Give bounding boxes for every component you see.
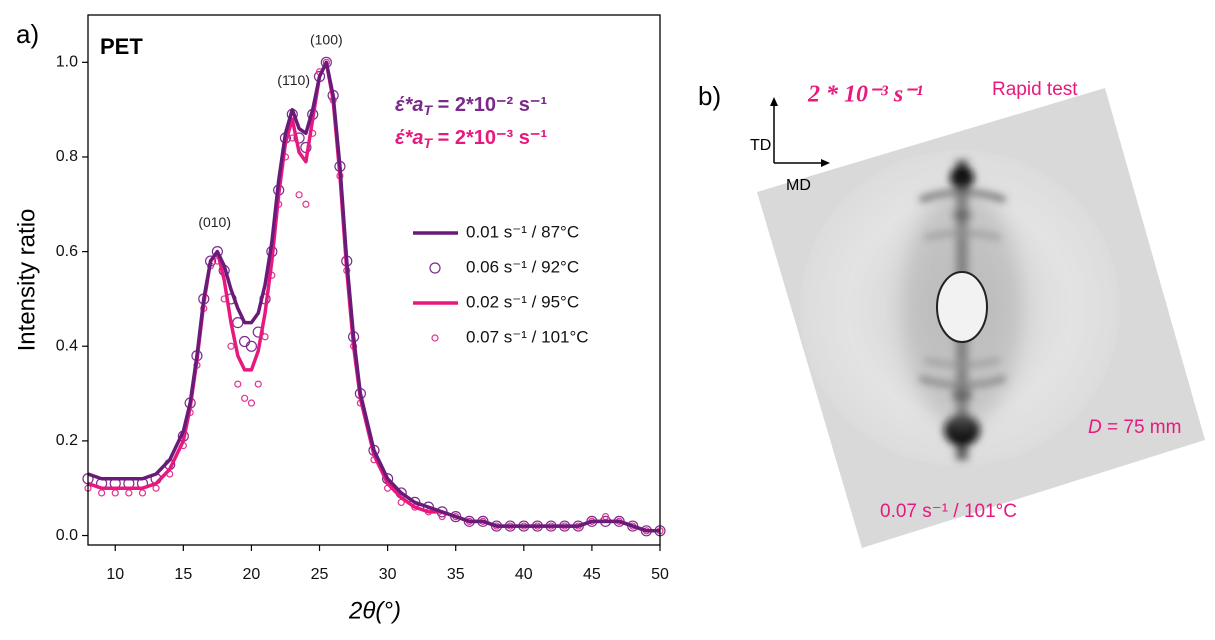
series-marker	[247, 399, 256, 407]
legend-label: 0.06 s⁻¹ / 92°C	[466, 257, 579, 276]
x-tick-label: 50	[651, 566, 669, 583]
condition-label: 0.07 s⁻¹ / 101°C	[880, 501, 1017, 522]
series-marker	[227, 342, 235, 350]
panel-label: a)	[16, 19, 39, 49]
peak-label: (100)	[310, 32, 343, 48]
y-tick-label: 1.0	[56, 54, 78, 71]
distance-label: D = 75 mm	[1088, 417, 1181, 438]
x-tick-label: 35	[447, 566, 465, 583]
legend-label: 0.02 s⁻¹ / 95°C	[466, 292, 579, 311]
x-axis-label: 2θ(°)	[348, 597, 401, 624]
annotation: έ*aT = 2*10⁻² s⁻¹	[395, 94, 547, 117]
x-tick-label: 10	[106, 566, 124, 583]
series-marker	[241, 394, 249, 402]
distance-value: = 75 mm	[1102, 417, 1182, 438]
y-tick-label: 0.0	[56, 527, 78, 544]
series-marker	[234, 380, 242, 388]
legend-label: 0.01 s⁻¹ / 87°C	[466, 222, 579, 241]
series-marker	[302, 200, 310, 208]
y-axis-label: Intensity ratio	[13, 209, 40, 352]
y-tick-label: 0.4	[56, 337, 78, 354]
series-marker	[138, 489, 147, 497]
annotation-part: T	[423, 135, 433, 151]
series-marker	[98, 489, 106, 497]
x-tick-label: 15	[174, 566, 192, 583]
x-tick-label: 30	[379, 566, 397, 583]
peak-label: (010)	[198, 214, 231, 230]
annotation: έ*aT = 2*10⁻³ s⁻¹	[395, 127, 547, 150]
legend-swatch	[429, 262, 441, 274]
series-marker	[125, 489, 133, 497]
y-tick-label: 0.8	[56, 148, 78, 165]
y-tick-label: 0.2	[56, 432, 78, 449]
direction-label: MD	[786, 177, 811, 194]
legend-label: 0.07 s⁻¹ / 101°C	[466, 327, 589, 346]
test-label: Rapid test	[992, 79, 1078, 100]
x-tick-label: 25	[311, 566, 329, 583]
x-tick-label: 45	[583, 566, 601, 583]
direction-label: TD	[750, 137, 771, 154]
panel-a: a) PET 2θ(°) Intensity ratio 0.0 0.2 0.4 0.…	[13, 14, 669, 624]
annotation-part: έ*a	[395, 94, 423, 116]
strain-rate: 2 * 10⁻³ s⁻¹	[807, 82, 923, 108]
annotation-part: T	[423, 102, 433, 118]
series-marker	[152, 484, 160, 492]
plot-area	[82, 56, 666, 537]
y-tick-label: 0.6	[56, 243, 78, 260]
annotation-part: = 2*10⁻³ s⁻¹	[432, 127, 547, 149]
panel-label: b)	[698, 81, 721, 111]
beam-stop	[936, 271, 988, 343]
legend-swatch	[431, 334, 439, 342]
x-tick-label: 20	[243, 566, 261, 583]
series-marker	[239, 335, 251, 348]
x-tick-label: 40	[515, 566, 533, 583]
arrow-head	[821, 159, 830, 167]
distance-symbol: D	[1088, 417, 1102, 438]
series-marker	[293, 132, 305, 144]
series-line	[87, 60, 660, 533]
series-marker	[254, 380, 262, 388]
arrow-head	[770, 97, 778, 106]
peak-label: (1̄10)	[277, 72, 310, 88]
series-marker	[111, 489, 119, 497]
annotation-part: = 2*10⁻² s⁻¹	[432, 94, 547, 116]
chart-title: PET	[100, 34, 143, 59]
panel-b: b) TD MD 2 * 10⁻³ s⁻¹ Rapid test D = 75 …	[698, 79, 1205, 548]
plot-frame	[87, 14, 661, 546]
annotation-part: έ*a	[395, 127, 423, 149]
series-marker	[245, 340, 258, 352]
series-marker	[295, 191, 303, 199]
reflection	[950, 166, 974, 190]
